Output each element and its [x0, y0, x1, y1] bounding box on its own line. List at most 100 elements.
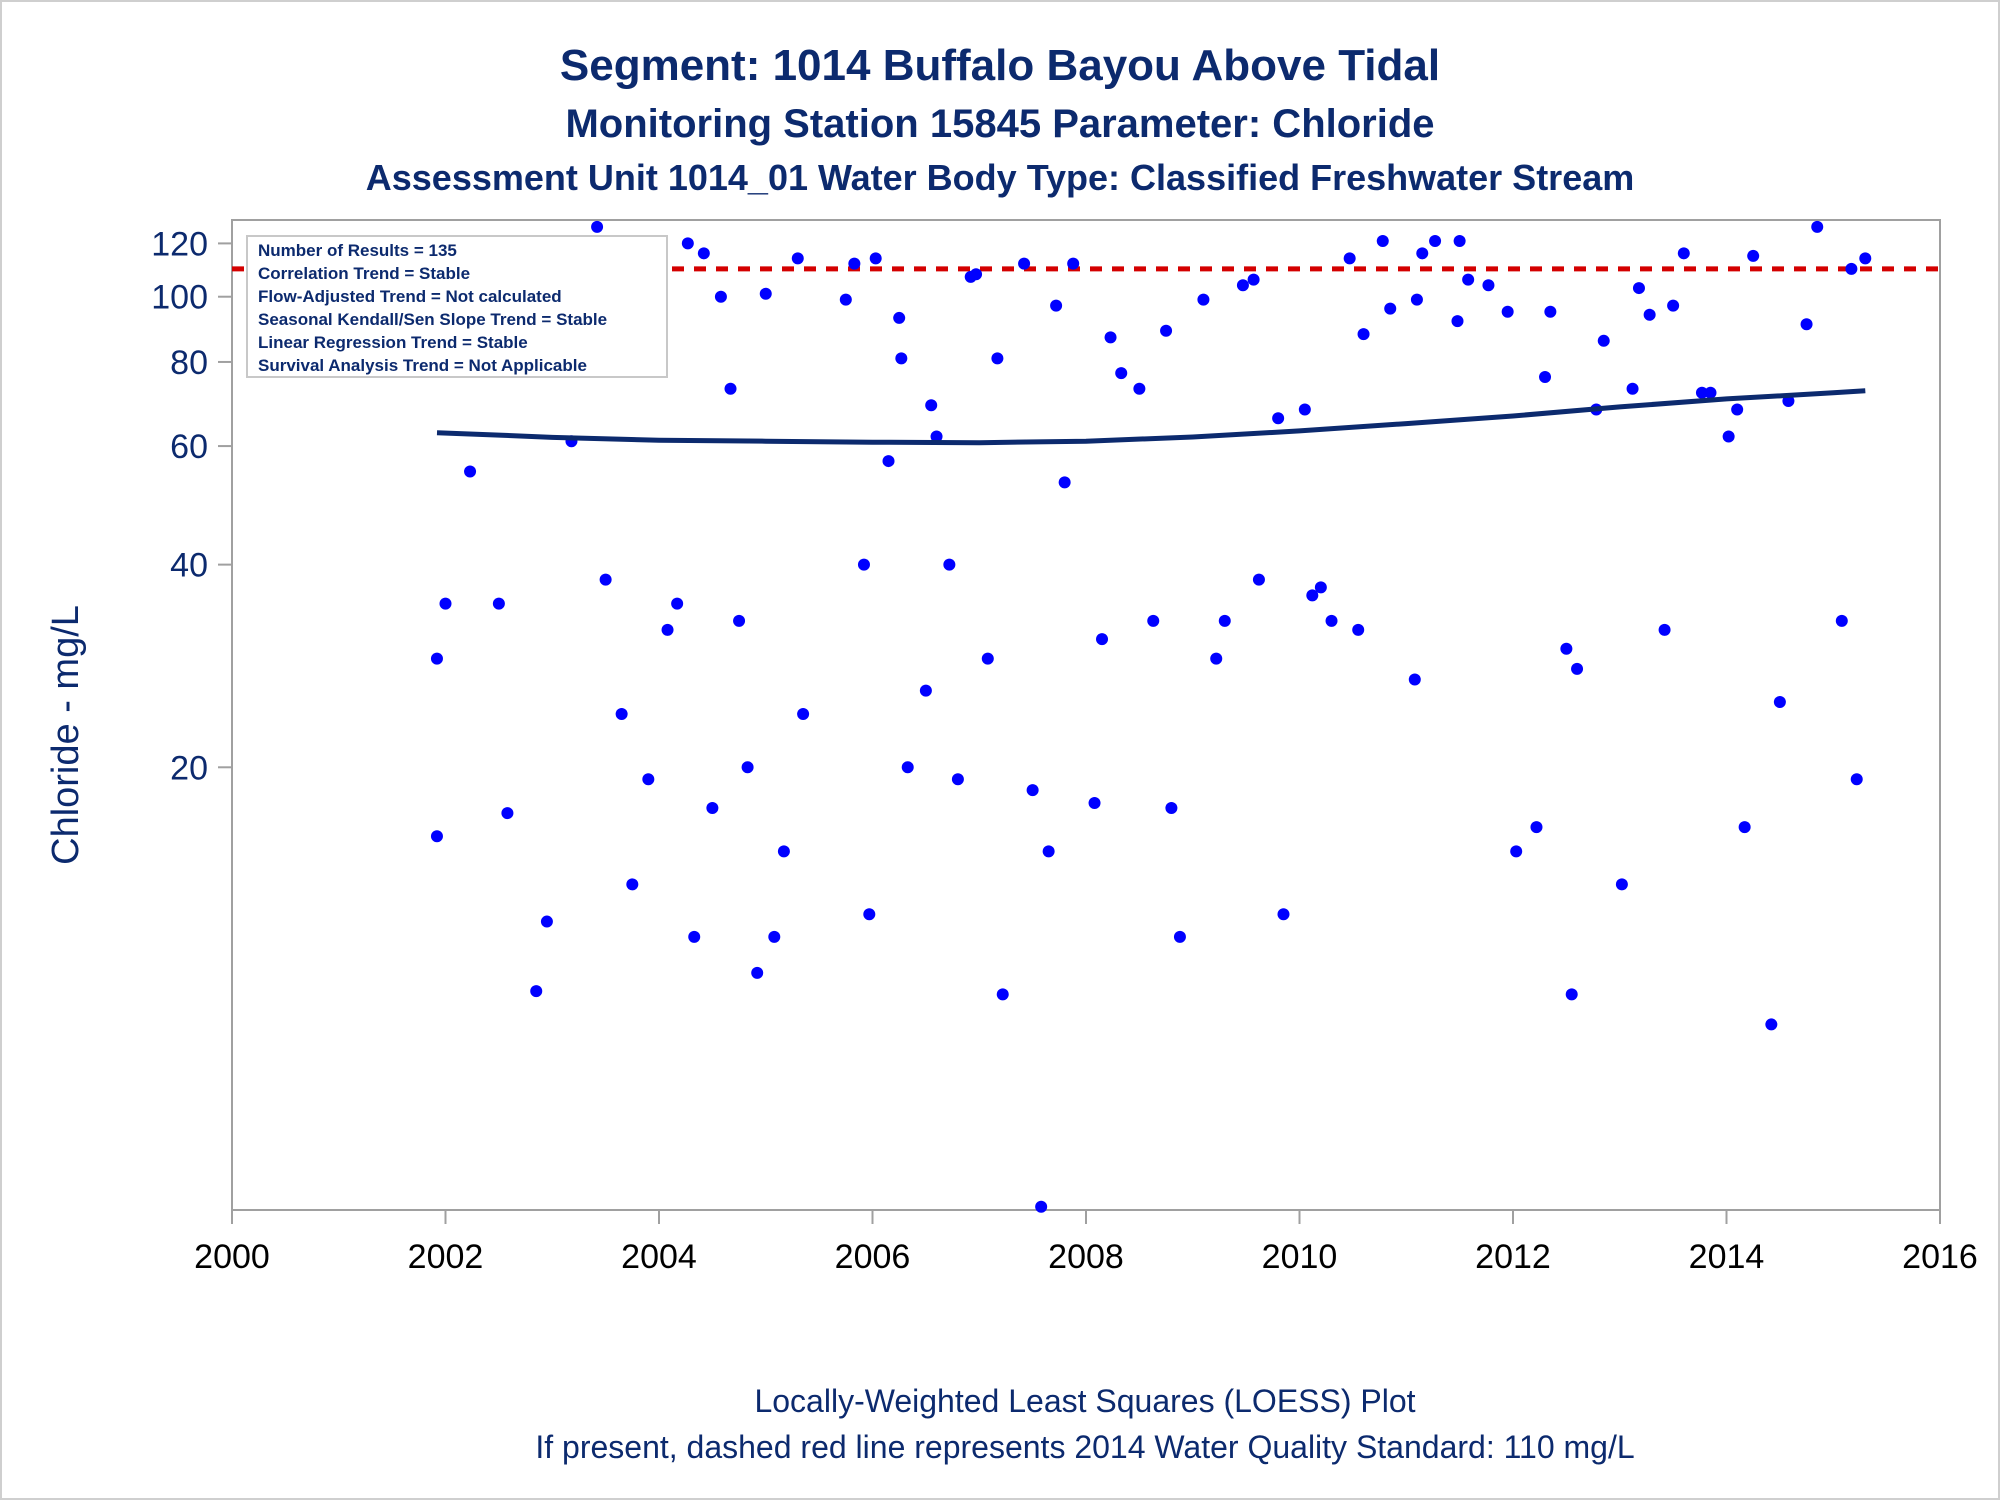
data-point — [1197, 293, 1210, 306]
data-point — [1530, 821, 1543, 834]
data-point — [1343, 252, 1356, 265]
data-point — [430, 652, 443, 665]
data-point — [1147, 614, 1160, 627]
data-point — [681, 237, 694, 250]
data-point — [1035, 1200, 1048, 1213]
data-point — [430, 830, 443, 843]
x-tick-label: 2016 — [1902, 1238, 1978, 1276]
data-point — [839, 293, 852, 306]
data-point — [1115, 367, 1128, 380]
stats-correlation-trend: Correlation Trend = Stable — [258, 264, 470, 283]
data-point — [1510, 845, 1523, 858]
data-point — [797, 707, 810, 720]
data-point — [1104, 331, 1117, 344]
data-point — [1565, 988, 1578, 1001]
y-tick-label: 60 — [170, 428, 208, 466]
x-tick-label: 2000 — [194, 1238, 270, 1276]
data-point — [1677, 247, 1690, 260]
data-point — [943, 558, 956, 571]
data-point — [1247, 273, 1260, 286]
data-point — [1845, 262, 1858, 275]
data-point — [741, 761, 754, 774]
data-point — [1252, 573, 1265, 586]
y-tick-label: 40 — [170, 547, 208, 585]
data-point — [1835, 614, 1848, 627]
data-point — [1218, 614, 1231, 627]
data-point — [1695, 386, 1708, 399]
chart-title: Segment: 1014 Buffalo Bayou Above Tidal — [560, 41, 1440, 90]
data-points — [430, 220, 1872, 1213]
data-point — [791, 252, 804, 265]
data-point — [1615, 878, 1628, 891]
data-point — [1722, 430, 1735, 443]
data-point — [671, 597, 684, 610]
data-point — [626, 878, 639, 891]
data-point — [642, 773, 655, 786]
data-point — [882, 455, 895, 468]
data-point — [1800, 318, 1813, 331]
y-tick-label: 120 — [151, 225, 208, 263]
x-tick-label: 2004 — [621, 1238, 697, 1276]
x-tick-label: 2014 — [1689, 1238, 1765, 1276]
data-point — [1408, 673, 1421, 686]
data-point — [1453, 234, 1466, 247]
data-point — [991, 352, 1004, 365]
y-tick-label: 100 — [151, 279, 208, 317]
data-point — [1731, 403, 1744, 416]
data-point — [1667, 299, 1680, 312]
data-point — [1462, 273, 1475, 286]
data-point — [1096, 633, 1109, 646]
data-point — [1173, 930, 1186, 943]
chart-subtitle: Monitoring Station 15845 Parameter: Chlo… — [565, 102, 1434, 146]
data-point — [1314, 581, 1327, 594]
data-point — [1738, 821, 1751, 834]
data-point — [1773, 696, 1786, 709]
data-point — [1632, 282, 1645, 295]
data-point — [1451, 315, 1464, 328]
x-tick-label: 2006 — [835, 1238, 911, 1276]
data-point — [688, 930, 701, 943]
data-point — [1859, 252, 1872, 265]
data-point — [1643, 308, 1656, 321]
data-point — [661, 623, 674, 636]
data-point — [1416, 247, 1429, 260]
data-point — [1429, 234, 1442, 247]
data-point — [1626, 382, 1639, 395]
data-point — [759, 287, 772, 300]
data-point — [1298, 403, 1311, 416]
loess-trend-line — [436, 388, 1866, 446]
data-point — [751, 966, 764, 979]
x-tick-label: 2010 — [1262, 1238, 1338, 1276]
data-point — [848, 257, 861, 270]
data-point — [1165, 802, 1178, 815]
y-axis-label: Chloride - mg/L — [45, 605, 87, 865]
data-point — [1482, 279, 1495, 292]
x-axis: 2000 2002 2004 2006 2008 2010 2012 2014 2016 — [194, 1210, 1978, 1276]
x-tick-label: 2002 — [408, 1238, 484, 1276]
data-point — [1357, 328, 1370, 341]
data-point — [1058, 476, 1071, 489]
stats-seasonal-kendall-trend: Seasonal Kendall/Sen Slope Trend = Stabl… — [258, 310, 607, 329]
data-point — [615, 707, 628, 720]
footnote-standard: If present, dashed red line represents 2… — [535, 1429, 1634, 1465]
stats-flow-adjusted-trend: Flow-Adjusted Trend = Not calculated — [258, 287, 562, 306]
data-point — [901, 761, 914, 774]
data-point — [697, 247, 710, 260]
data-point — [1704, 386, 1717, 399]
data-point — [1088, 797, 1101, 810]
data-point — [1850, 773, 1863, 786]
data-point — [724, 382, 737, 395]
stats-survival-analysis-trend: Survival Analysis Trend = Not Applicable — [258, 356, 587, 375]
y-tick-label: 80 — [170, 344, 208, 382]
data-point — [1306, 589, 1319, 602]
data-point — [1042, 845, 1055, 858]
data-point — [714, 290, 727, 303]
data-point — [1571, 662, 1584, 675]
data-point — [895, 352, 908, 365]
data-point — [1067, 257, 1080, 270]
data-point — [464, 465, 477, 478]
data-point — [1410, 293, 1423, 306]
data-point — [1325, 614, 1338, 627]
data-point — [930, 430, 943, 443]
